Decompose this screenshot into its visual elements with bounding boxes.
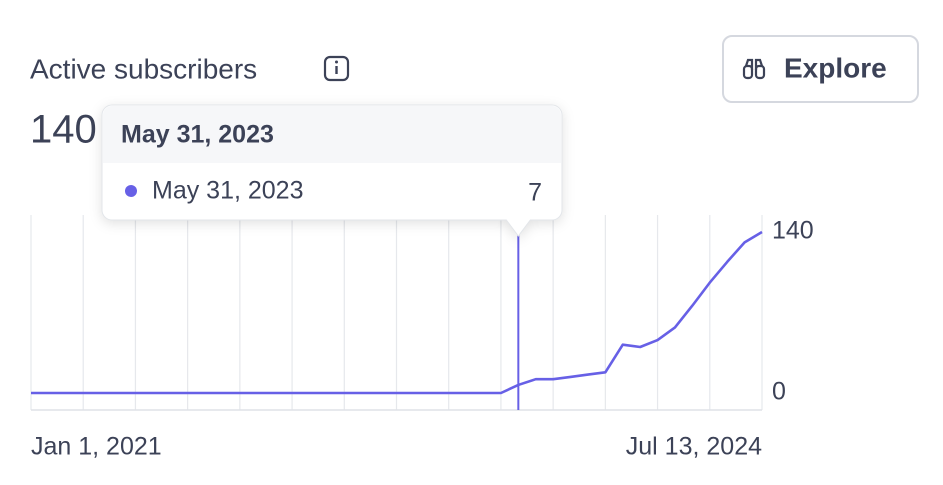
tooltip: May 31, 2023 May 31, 2023 7 xyxy=(101,104,563,237)
tooltip-value: 7 xyxy=(528,179,542,207)
plot: 0 140 Jan 1, 2021 Jul 13, 2024 xyxy=(30,215,814,461)
button-frame xyxy=(722,35,919,103)
legend-label: May 31, 2023 xyxy=(152,177,304,205)
tooltip-title: May 31, 2023 xyxy=(121,121,274,149)
current-value: 140 xyxy=(30,108,97,152)
button-label: Explore xyxy=(784,52,887,83)
y-tick-label: 0 xyxy=(772,378,786,406)
legend-dot xyxy=(125,185,137,197)
x-tick-label: Jul 13, 2024 xyxy=(626,433,762,461)
info-icon-dot xyxy=(335,60,338,64)
series-line xyxy=(31,230,763,395)
x-tick-label: Jan 1, 2021 xyxy=(31,433,162,461)
chart-title: Active subscribers xyxy=(30,53,257,84)
info-icon[interactable] xyxy=(323,55,350,82)
y-tick-label: 140 xyxy=(772,217,814,245)
info-icon-frame xyxy=(323,55,350,82)
explore-button[interactable]: Explore xyxy=(722,35,919,103)
tooltip-header xyxy=(103,106,561,163)
binoculars-icon xyxy=(742,58,766,80)
